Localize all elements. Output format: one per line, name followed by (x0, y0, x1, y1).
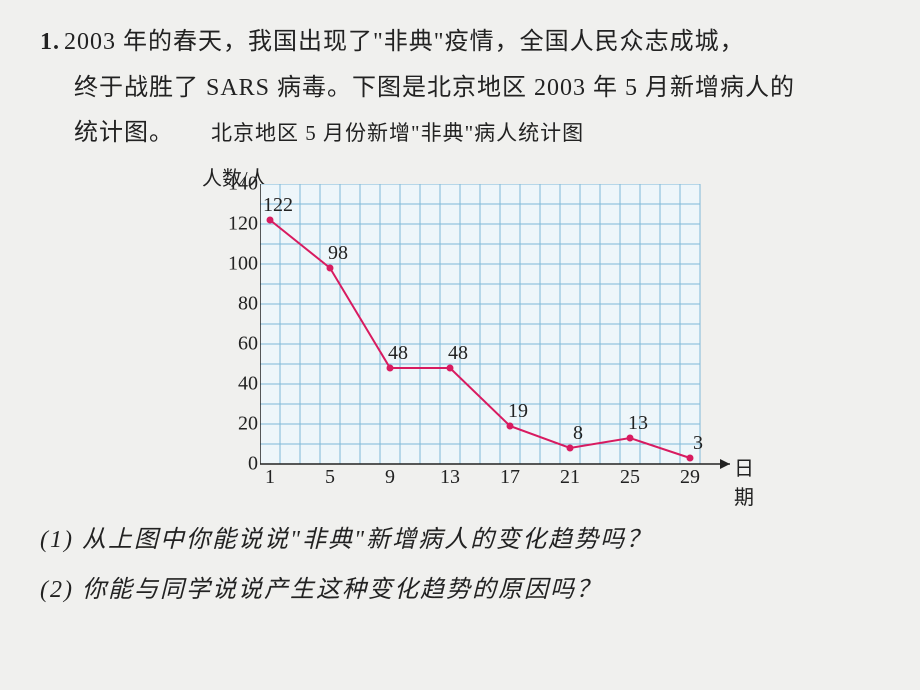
data-marker (387, 365, 394, 372)
data-value-label: 13 (628, 412, 648, 435)
x-tick-label: 13 (440, 466, 460, 489)
y-tick-label: 40 (208, 373, 258, 396)
data-marker (507, 423, 514, 430)
data-marker (567, 445, 574, 452)
x-tick-label: 5 (325, 466, 335, 489)
y-tick-label: 100 (208, 253, 258, 276)
sub-questions: (1) 从上图中你能说说"非典"新增病人的变化趋势吗？ (2) 你能与同学说说产… (40, 516, 880, 614)
data-marker (687, 455, 694, 462)
y-tick-label: 60 (208, 333, 258, 356)
x-tick-label: 29 (680, 466, 700, 489)
data-value-label: 48 (388, 342, 408, 365)
problem-line-2: 终于战胜了 SARS 病毒。下图是北京地区 2003 年 5 月新增病人的 (74, 66, 795, 112)
data-value-label: 19 (508, 400, 528, 423)
x-tick-label: 21 (560, 466, 580, 489)
data-value-label: 98 (328, 242, 348, 265)
y-tick-label: 80 (208, 293, 258, 316)
x-tick-label: 25 (620, 466, 640, 489)
data-value-label: 122 (263, 194, 293, 217)
data-marker (627, 435, 634, 442)
problem-line-3: 统计图。 (74, 111, 174, 157)
x-tick-label: 9 (385, 466, 395, 489)
data-marker (447, 365, 454, 372)
y-tick-label: 120 (208, 213, 258, 236)
x-tick-label: 17 (500, 466, 520, 489)
line-chart: 人数/人 020406080100120140 1591317212529 12… (200, 164, 760, 494)
x-tick-label: 1 (265, 466, 275, 489)
data-marker (327, 265, 334, 272)
data-marker (267, 217, 274, 224)
data-value-label: 8 (573, 422, 583, 445)
chart-title: 北京地区 5 月份新增"非典"病人统计图 (211, 114, 584, 154)
x-axis-label: 日期 (734, 452, 760, 510)
y-tick-label: 140 (208, 173, 258, 196)
y-tick-label: 20 (208, 413, 258, 436)
data-value-label: 48 (448, 342, 468, 365)
problem-statement: 1.2003 年的春天，我国出现了"非典"疫情，全国人民众志成城， 终于战胜了 … (40, 20, 880, 160)
y-tick-label: 0 (208, 453, 258, 476)
sub-question-1: (1) 从上图中你能说说"非典"新增病人的变化趋势吗？ (40, 516, 880, 564)
problem-line-1: 2003 年的春天，我国出现了"非典"疫情，全国人民众志成城， (64, 29, 745, 55)
data-value-label: 3 (693, 432, 703, 455)
sub-question-2: (2) 你能与同学说说产生这种变化趋势的原因吗？ (40, 566, 880, 614)
question-number: 1. (40, 29, 60, 55)
chart-svg (260, 184, 760, 494)
